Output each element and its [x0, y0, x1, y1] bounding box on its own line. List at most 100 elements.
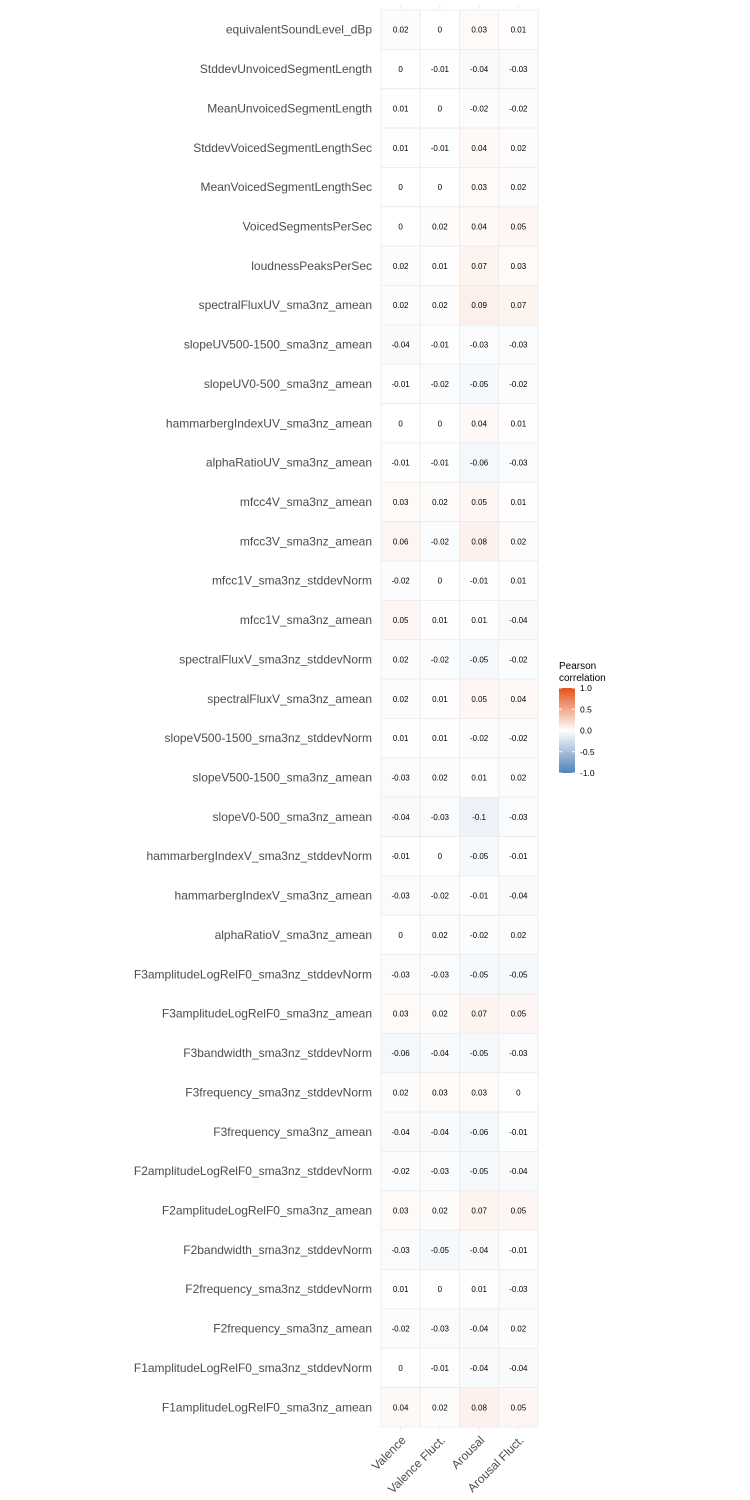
cell-value-label: 0.01: [393, 144, 409, 153]
cell-value-label: 0.03: [393, 1010, 409, 1019]
row-label: slopeUV0-500_sma3nz_amean: [204, 377, 372, 391]
heatmap-cell: [419, 718, 460, 759]
heatmap-cell: [498, 993, 539, 1034]
row-label: F3frequency_sma3nz_amean: [213, 1125, 372, 1139]
heatmap-cell: [498, 1111, 539, 1152]
cell-value-label: 0: [398, 65, 403, 74]
row-label: F3frequency_sma3nz_stddevNorm: [185, 1085, 372, 1099]
cell-value-label: 0: [398, 931, 403, 940]
cell-value-label: -0.01: [509, 852, 528, 861]
heatmap-cell: [419, 1347, 460, 1388]
heatmap-cell: [419, 167, 460, 208]
cell-value-label: 0.02: [393, 695, 409, 704]
heatmap-cell: [380, 1032, 421, 1074]
heatmap-cell: [419, 757, 460, 798]
heatmap-cell: [498, 718, 539, 759]
cell-value-label: -0.04: [470, 65, 489, 74]
row-label: F1amplitudeLogRelF0_sma3nz_amean: [162, 1400, 372, 1414]
cell-value-label: 0.01: [393, 734, 409, 743]
heatmap-cell: [498, 1387, 539, 1428]
cell-value-label: 0.03: [393, 1206, 409, 1215]
cell-value-label: 0.05: [471, 695, 487, 704]
cell-value-label: -0.01: [431, 1364, 450, 1373]
cell-value-label: -0.02: [470, 734, 489, 743]
heatmap-cell: [498, 600, 539, 641]
row-label: F3amplitudeLogRelF0_sma3nz_stddevNorm: [134, 967, 372, 981]
heatmap-cell: [459, 1190, 500, 1231]
cell-value-label: 0: [438, 104, 443, 113]
cell-value-label: 0: [516, 1088, 521, 1097]
heatmap-cell: [498, 1308, 539, 1349]
row-label: slopeV500-1500_sma3nz_stddevNorm: [165, 731, 372, 745]
cell-value-label: 0.02: [511, 144, 527, 153]
heatmap-cell: [380, 1229, 421, 1270]
heatmap-cell: [380, 1190, 421, 1231]
cell-value-label: -0.1: [472, 813, 486, 822]
row-label: loudnessPeaksPerSec: [251, 259, 372, 273]
legend-tick-label: 0.5: [580, 704, 592, 714]
cell-value-label: -0.02: [509, 734, 528, 743]
row-label: mfcc4V_sma3nz_amean: [240, 495, 372, 509]
cell-value-label: 0.02: [432, 301, 448, 310]
heatmap-cell: [459, 1111, 500, 1152]
cell-value-label: -0.01: [392, 459, 411, 468]
heatmap-cell: [419, 324, 460, 365]
heatmap-cell: [419, 127, 460, 168]
cell-value-label: -0.01: [392, 380, 411, 389]
heatmap-cell: [380, 1151, 421, 1192]
cell-value-label: 0.02: [432, 774, 448, 783]
cell-value-label: 0.01: [432, 616, 448, 625]
cell-value-label: -0.05: [509, 970, 528, 979]
cell-value-label: 0.07: [511, 301, 527, 310]
heatmap-cell: [459, 757, 500, 798]
cell-value-label: 0.04: [511, 695, 527, 704]
cell-value-label: -0.01: [470, 892, 489, 901]
cell-value-label: 0.02: [432, 1206, 448, 1215]
legend-tick-label: -0.5: [580, 747, 595, 757]
row-label: StddevUnvoicedSegmentLength: [200, 62, 372, 76]
heatmap-cell: [498, 127, 539, 168]
cell-value-label: 0.03: [471, 26, 487, 35]
cell-value-label: -0.01: [509, 1246, 528, 1255]
cell-value-label: 0.08: [471, 1403, 487, 1412]
heatmap-cell: [380, 1111, 421, 1152]
heatmap-cell: [419, 521, 460, 562]
cell-value-label: -0.02: [431, 892, 450, 901]
cell-value-label: 0.02: [511, 1325, 527, 1334]
heatmap-cell: [459, 481, 500, 523]
row-label: equivalentSoundLevel_dBp: [226, 23, 372, 37]
cell-value-label: -0.03: [509, 459, 528, 468]
row-label: MeanVoicedSegmentLengthSec: [201, 180, 372, 194]
heatmap-cell: [459, 1269, 500, 1310]
heatmap-cell: [459, 639, 500, 680]
heatmap-cell: [459, 324, 500, 365]
row-label: F2frequency_sma3nz_stddevNorm: [185, 1282, 372, 1296]
cell-value-label: 0: [398, 1364, 403, 1373]
heatmap-cell: [459, 914, 500, 956]
cell-value-label: 0.04: [471, 222, 487, 231]
row-labels: equivalentSoundLevel_dBp StddevUnvoicedSe…: [134, 23, 372, 1415]
heatmap-cell: [380, 1072, 421, 1113]
cell-value-label: 0.01: [471, 616, 487, 625]
cell-value-label: 0.02: [432, 1403, 448, 1412]
heatmap-cell: [459, 285, 500, 326]
row-label: mfcc1V_sma3nz_stddevNorm: [212, 574, 372, 588]
cell-value-label: -0.02: [431, 380, 450, 389]
heatmap-cell: [459, 1308, 500, 1349]
cell-value-label: 0: [438, 26, 443, 35]
cell-value-label: -0.04: [509, 616, 528, 625]
row-label: alphaRatioV_sma3nz_amean: [215, 928, 372, 942]
heatmap-cell: [380, 639, 421, 680]
heatmap-cell: [498, 481, 539, 523]
row-label: mfcc3V_sma3nz_amean: [240, 534, 372, 548]
heatmap-cell: [498, 167, 539, 208]
heatmap-cell: [498, 88, 539, 129]
cell-value-label: -0.05: [470, 655, 489, 664]
cell-value-label: -0.04: [509, 892, 528, 901]
cell-value-label: 0.09: [471, 301, 487, 310]
heatmap-cell: [498, 521, 539, 562]
cell-value-label: -0.04: [470, 1325, 489, 1334]
heatmap-cell: [380, 914, 421, 956]
cell-value-label: -0.02: [392, 1325, 411, 1334]
